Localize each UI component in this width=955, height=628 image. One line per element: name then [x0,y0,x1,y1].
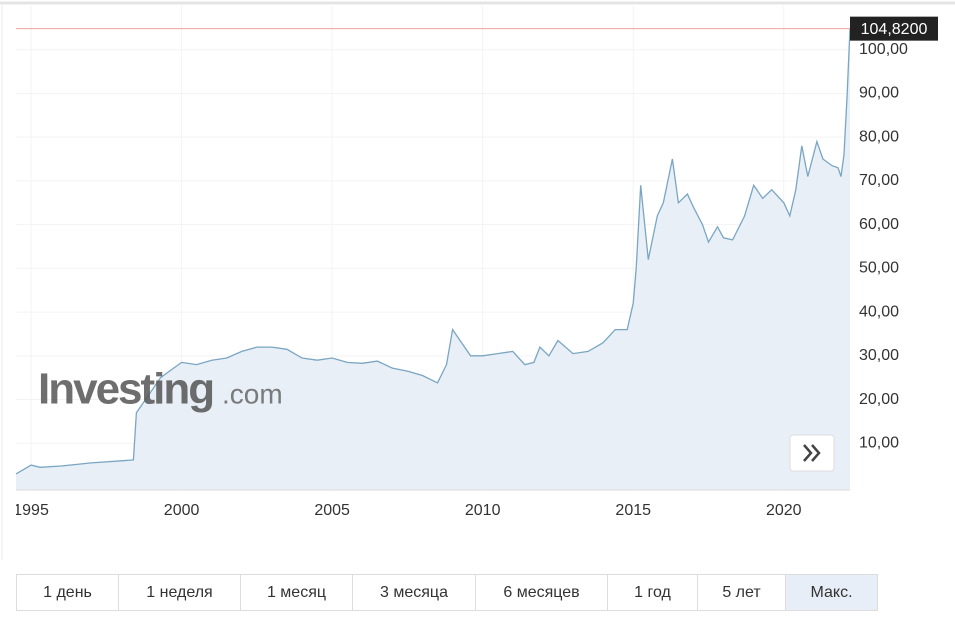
range-button[interactable]: Макс. [786,575,877,610]
chart: 104,8200 1995 2000 2005 2010 2015 2020 10,00 2… [0,1,955,560]
range-button[interactable]: 1 месяц [241,575,353,610]
last-price-label: 104,8200 [861,21,928,38]
logo-brand: Investing [38,365,213,414]
y-tick-label: 10,00 [859,434,899,451]
y-tick-label: 30,00 [859,347,899,364]
range-button[interactable]: 1 неделя [119,575,241,610]
x-tick-label: 2005 [314,502,350,519]
y-tick-label: 80,00 [859,128,899,145]
y-tick-label: 90,00 [859,85,899,102]
y-tick-label: 100,00 [859,41,908,58]
y-tick-label: 50,00 [859,260,899,277]
y-tick-label: 20,00 [859,391,899,408]
x-tick-label: 1995 [13,502,49,519]
y-tick-label: 60,00 [859,216,899,233]
range-button[interactable]: 1 год [608,575,698,610]
y-tick-label: 40,00 [859,303,899,320]
logo: Investing .com [38,365,283,414]
x-tick-label: 2000 [164,502,200,519]
price-line [15,28,851,475]
range-button[interactable]: 3 месяца [353,575,476,610]
scroll-icon [803,444,821,462]
range-button[interactable]: 5 лет [698,575,786,610]
last-price-box [850,16,938,41]
x-tick-label: 2010 [465,502,501,519]
range-button[interactable]: 6 месяцев [476,575,608,610]
y-tick-label: 70,00 [859,172,899,189]
range-button[interactable]: 1 день [17,575,119,610]
x-tick-label: 2020 [766,502,802,519]
logo-suffix: .com [222,378,283,409]
range-buttons: 1 день 1 неделя 1 месяц 3 месяца 6 месяцев 1 … [16,574,878,611]
scroll-button[interactable] [789,434,835,472]
area-fill [16,28,850,490]
x-tick-label: 2015 [615,502,651,519]
